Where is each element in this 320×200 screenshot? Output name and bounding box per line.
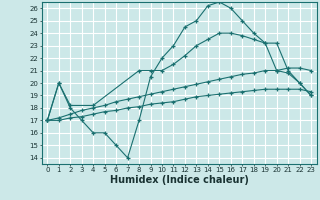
- X-axis label: Humidex (Indice chaleur): Humidex (Indice chaleur): [110, 175, 249, 185]
